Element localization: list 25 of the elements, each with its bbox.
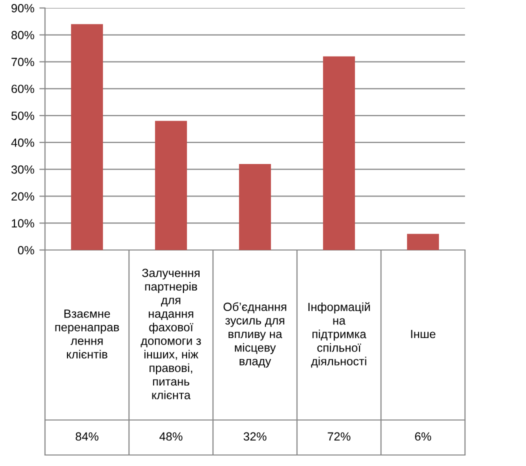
y-tick-label: 40%: [11, 138, 34, 147]
bar: [71, 24, 103, 250]
y-tick-label: 90%: [12, 4, 34, 12]
bar: [155, 120, 187, 250]
x-tick-label: Взаємне перенаправ лення клієнтів: [55, 310, 119, 359]
y-tick-label: 20%: [12, 192, 34, 201]
data-label: 84%: [76, 432, 98, 441]
x-tick-label: Інше: [411, 330, 436, 338]
y-tick-label: 30%: [11, 165, 34, 174]
y-tick-label: 0%: [18, 246, 34, 254]
y-tick-label: 80%: [11, 30, 34, 40]
x-tick-label: Об’єднання зусиль для впливу на місцеву владу: [224, 302, 286, 368]
data-label: 6%: [415, 432, 432, 441]
y-tick-label: 60%: [12, 84, 34, 94]
y-tick-label: 10%: [12, 219, 34, 228]
y-tick-label: 50%: [11, 112, 34, 120]
bar: [239, 164, 271, 250]
data-label: 72%: [328, 432, 350, 441]
category-label: Залучення партнерів для надання фахової допомоги з інших, ніж правові, питань клієнта: [140, 268, 201, 400]
bar: [407, 234, 439, 250]
x-tick-label: Інформацій на підтримка спільної діяльності: [308, 302, 370, 368]
data-label: 32%: [244, 432, 266, 441]
data-label: 48%: [159, 432, 182, 441]
y-tick-label: 70%: [12, 58, 34, 66]
bar: [323, 56, 355, 250]
